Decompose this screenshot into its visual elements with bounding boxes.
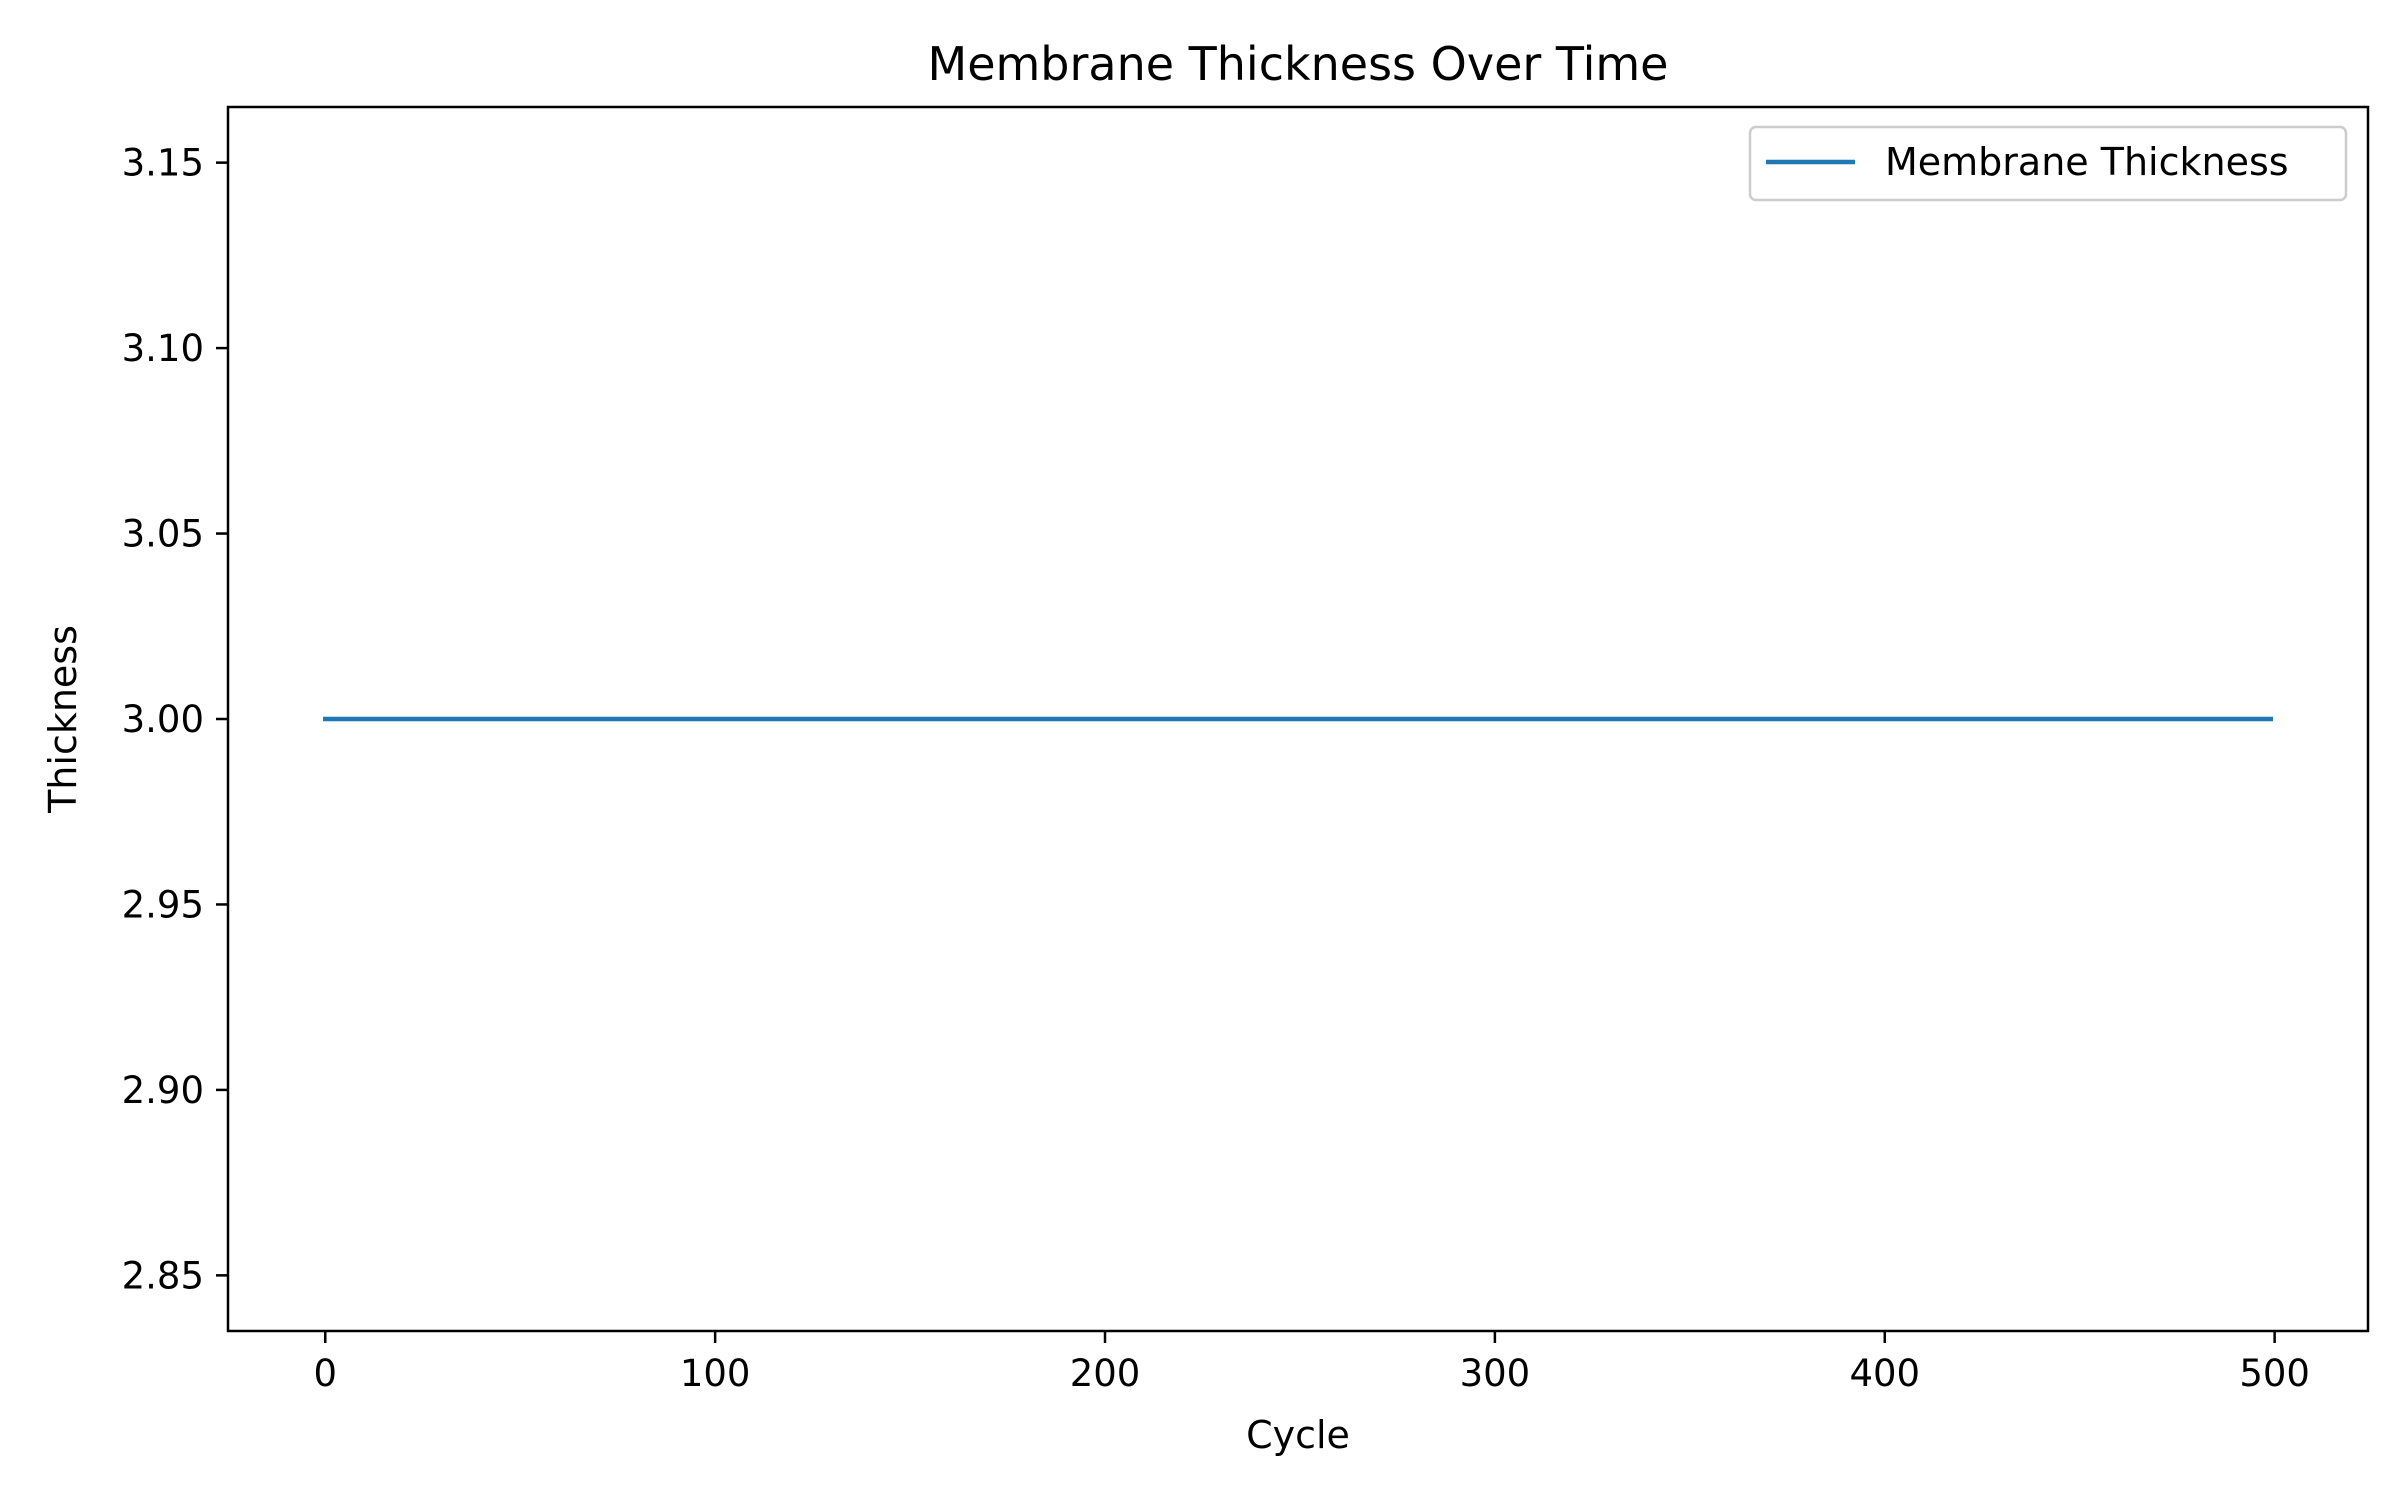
y-tick-label: 3.00 xyxy=(122,698,204,741)
y-tick-label: 2.85 xyxy=(122,1254,204,1297)
y-axis-label: Thickness xyxy=(41,625,85,814)
x-axis: 0 100 200 300 400 500 xyxy=(313,1331,2310,1395)
y-tick-label: 3.15 xyxy=(122,142,204,185)
y-tick-label: 3.05 xyxy=(122,513,204,556)
x-tick-label: 400 xyxy=(1849,1352,1920,1395)
chart-title: Membrane Thickness Over Time xyxy=(928,37,1669,91)
y-tick-label: 2.90 xyxy=(122,1069,204,1112)
y-axis: 2.85 2.90 2.95 3.00 3.05 3.10 3.15 xyxy=(122,142,228,1297)
x-axis-label: Cycle xyxy=(1246,1413,1350,1457)
legend: Membrane Thickness xyxy=(1748,125,2348,202)
x-tick-label: 300 xyxy=(1460,1352,1531,1395)
x-tick-label: 0 xyxy=(313,1352,337,1395)
x-tick-label: 200 xyxy=(1070,1352,1141,1395)
legend-label: Membrane Thickness xyxy=(1885,140,2289,184)
x-tick-label: 100 xyxy=(680,1352,751,1395)
x-tick-label: 500 xyxy=(2239,1352,2310,1395)
y-tick-label: 3.10 xyxy=(122,327,204,370)
y-tick-label: 2.95 xyxy=(122,883,204,926)
legend-box xyxy=(1748,125,2348,202)
